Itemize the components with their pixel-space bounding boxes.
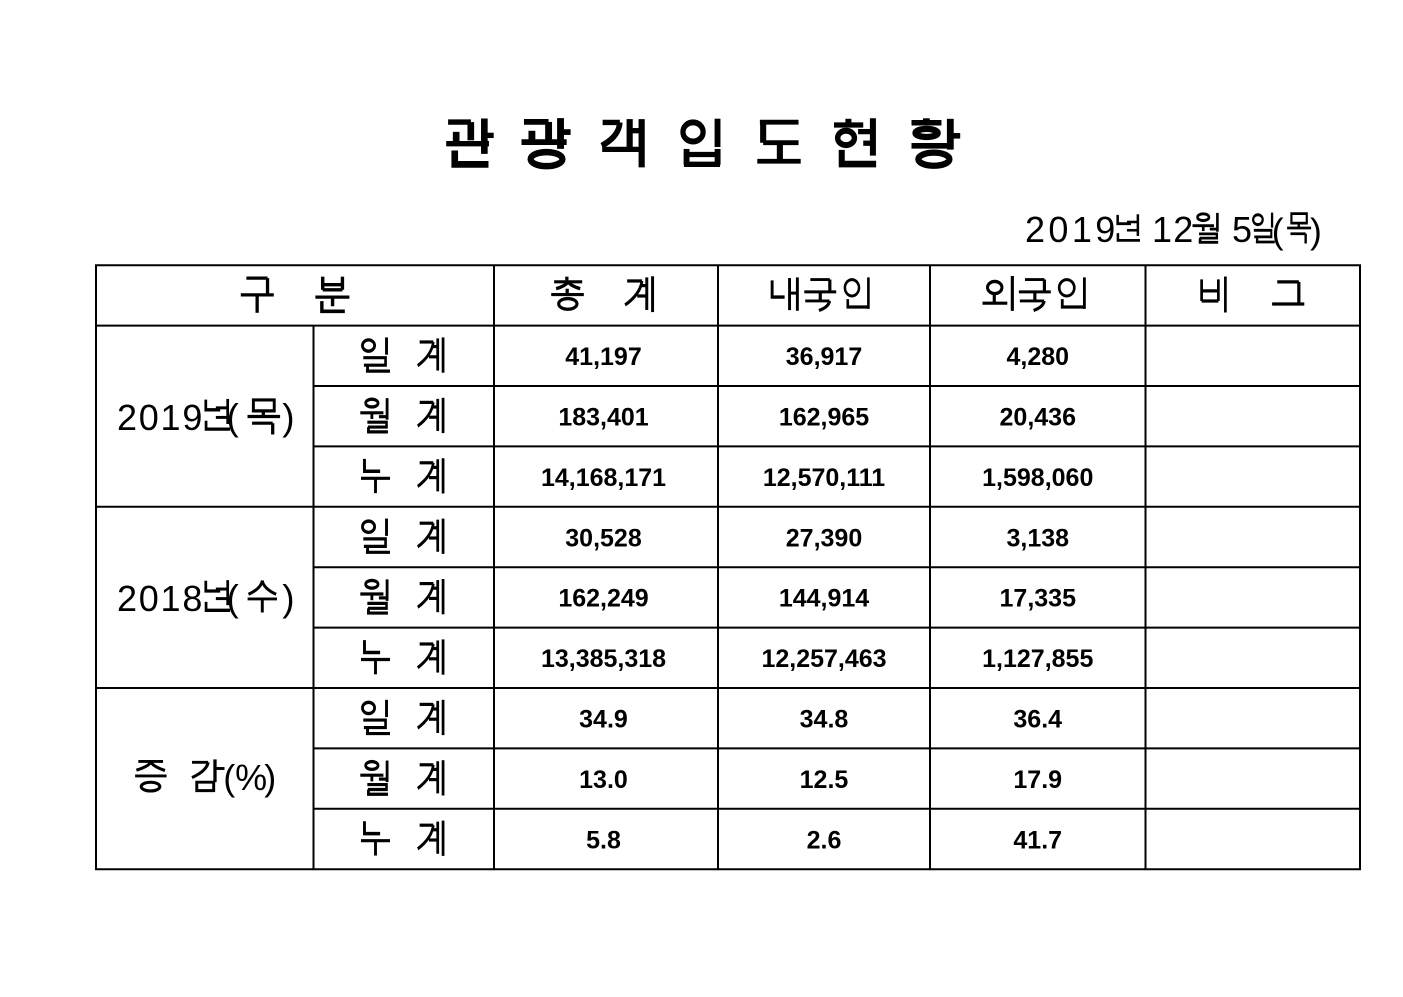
svg-text:34.8: 34.8 — [800, 706, 849, 734]
svg-text:5.8: 5.8 — [586, 826, 621, 854]
svg-text:1,127,855: 1,127,855 — [982, 645, 1093, 673]
svg-text:183,401: 183,401 — [558, 404, 648, 432]
svg-text:3,138: 3,138 — [1006, 524, 1069, 552]
svg-text:(: ( — [227, 397, 240, 438]
svg-text:2019: 2019 — [1025, 209, 1119, 250]
svg-text:17.9: 17.9 — [1013, 766, 1062, 794]
svg-text:36.4: 36.4 — [1013, 706, 1062, 734]
svg-text:): ) — [1310, 211, 1322, 251]
svg-text:41.7: 41.7 — [1013, 826, 1062, 854]
svg-text:14,168,171: 14,168,171 — [541, 464, 666, 492]
svg-text:34.9: 34.9 — [579, 706, 628, 734]
svg-text:12,257,463: 12,257,463 — [761, 645, 886, 673]
svg-text:2019: 2019 — [117, 397, 204, 438]
svg-text:(: ( — [227, 578, 240, 619]
svg-text:13,385,318: 13,385,318 — [541, 645, 666, 673]
svg-text:): ) — [264, 757, 276, 798]
svg-text:162,249: 162,249 — [558, 585, 648, 613]
svg-text:162,965: 162,965 — [779, 404, 869, 432]
svg-text:12.5: 12.5 — [800, 766, 849, 794]
svg-text:5: 5 — [1232, 209, 1252, 250]
svg-text:12,570,111: 12,570,111 — [763, 464, 885, 492]
svg-text:1,598,060: 1,598,060 — [982, 464, 1093, 492]
svg-text:): ) — [282, 578, 294, 619]
svg-text:13.0: 13.0 — [579, 766, 628, 794]
svg-text:36,917: 36,917 — [786, 343, 862, 371]
svg-text:41,197: 41,197 — [565, 343, 641, 371]
svg-text:(: ( — [1272, 211, 1284, 251]
svg-text:(%: (% — [223, 757, 267, 798]
svg-text:2.6: 2.6 — [807, 826, 842, 854]
svg-text:27,390: 27,390 — [786, 524, 862, 552]
svg-text:12: 12 — [1152, 209, 1194, 250]
svg-text:30,528: 30,528 — [565, 524, 642, 552]
svg-text:20,436: 20,436 — [1000, 404, 1076, 432]
svg-text:): ) — [282, 397, 294, 438]
svg-text:4,280: 4,280 — [1006, 343, 1069, 371]
svg-text:144,914: 144,914 — [779, 585, 869, 613]
svg-text:2018: 2018 — [117, 578, 204, 619]
svg-text:17,335: 17,335 — [1000, 585, 1077, 613]
